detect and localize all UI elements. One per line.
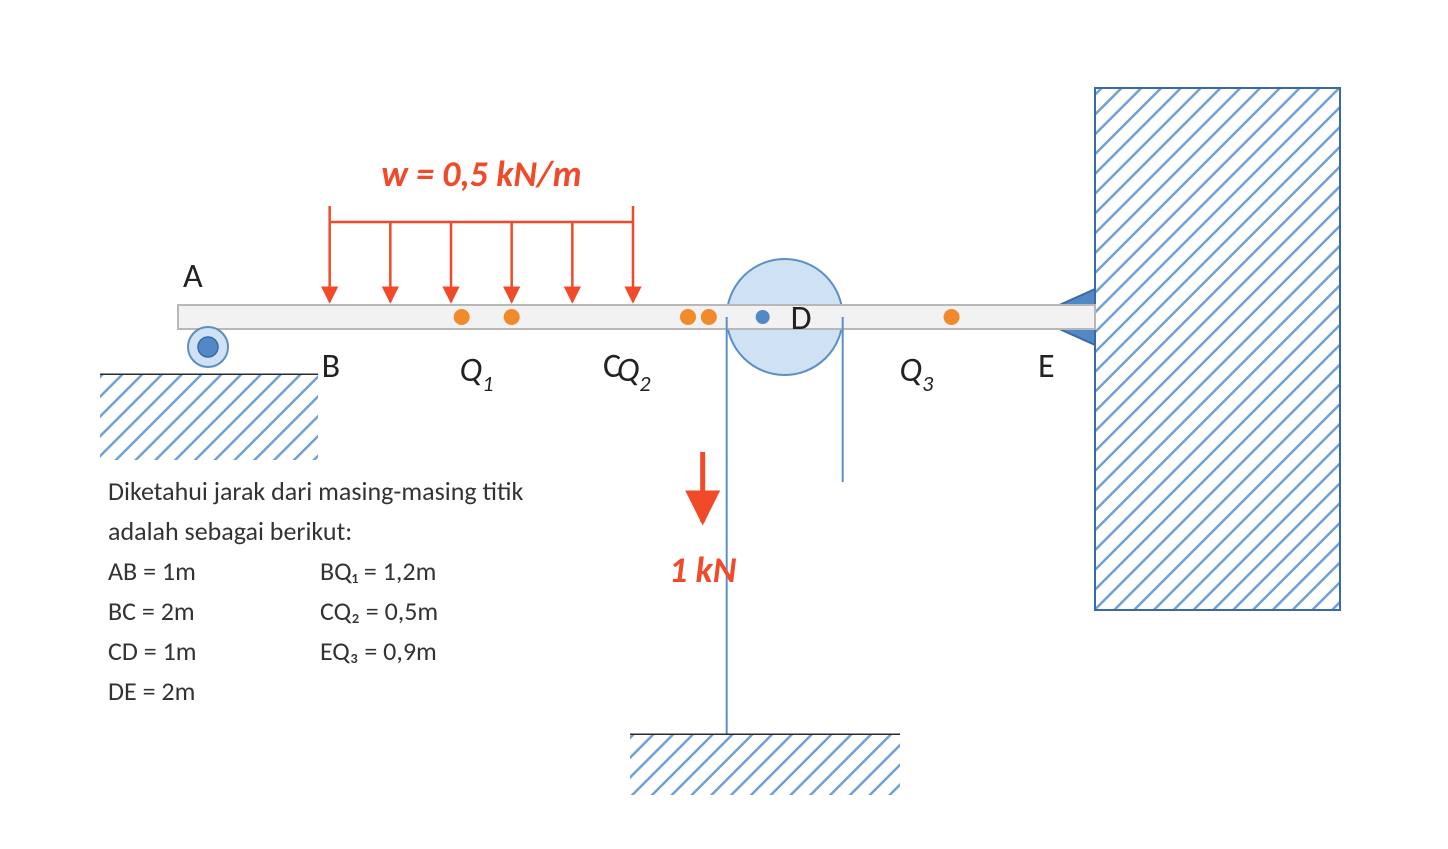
- label-D: D: [791, 298, 812, 339]
- beam-diagram: w = 0,5 kN/m1 kNABCDEQ1Q2Q3Diketahui jar…: [0, 0, 1448, 849]
- info-line: AB = 1m: [108, 555, 196, 587]
- ground-hatch-A: [100, 375, 318, 460]
- info-line: adalah sebagai berikut:: [108, 515, 352, 547]
- fixed-wall: [1095, 88, 1340, 610]
- info-line: Diketahui jarak dari masing-masing titik: [108, 475, 523, 507]
- distributed-load-label: w = 0,5 kN/m: [381, 152, 581, 196]
- info-line: BC = 2m: [108, 595, 195, 627]
- label-Q1: Q1: [460, 350, 494, 397]
- info-line: DE = 2m: [108, 675, 195, 707]
- ground-hatch-bottom: [630, 735, 900, 795]
- roller-inner: [198, 337, 218, 357]
- dot-c-extra: [680, 309, 696, 325]
- info-line-r: CQ₂ = 0,5m: [320, 595, 438, 627]
- label-Q3: Q3: [900, 350, 935, 397]
- info-line: CD = 1m: [108, 635, 197, 667]
- info-line-r: BQ₁ = 1,2m: [320, 555, 436, 587]
- label-E: E: [1038, 346, 1055, 387]
- label-A: A: [183, 256, 203, 297]
- q-dot: [944, 309, 960, 325]
- label-B: B: [322, 346, 341, 387]
- pulley-pin-dot: [756, 310, 770, 324]
- dot-q1-area: [454, 309, 470, 325]
- q-dot: [701, 309, 717, 325]
- info-line-r: EQ₃ = 0,9m: [320, 635, 437, 667]
- q-dot: [504, 309, 520, 325]
- weight-label: 1 kN: [669, 548, 737, 592]
- label-Q2: Q2: [617, 350, 651, 397]
